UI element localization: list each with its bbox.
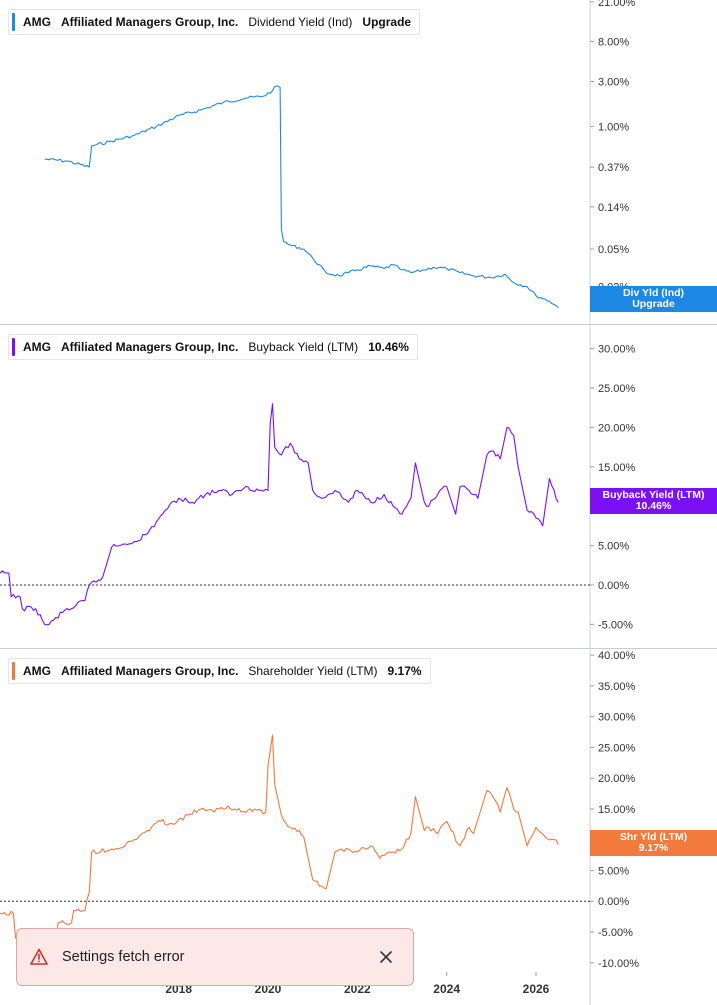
tag-line-value: Upgrade: [632, 298, 675, 310]
error-toast: Settings fetch error: [16, 928, 414, 986]
y-tick-label: 1.00%: [598, 121, 629, 133]
legend-buyback-yield[interactable]: AMG Affiliated Managers Group, Inc. Buyb…: [8, 334, 418, 360]
legend-color-swatch: [12, 338, 15, 356]
legend-ticker: AMG: [23, 664, 51, 678]
y-tick-label: 40.00%: [598, 650, 636, 662]
y-tick-label: 0.37%: [598, 162, 629, 174]
y-tick-label: 35.00%: [598, 681, 636, 693]
legend-metric: Buyback Yield (LTM): [248, 340, 359, 354]
legend-value: Upgrade: [362, 15, 412, 29]
last-value-tag-buyback: Buyback Yield (LTM) 10.46%: [590, 488, 717, 514]
tag-line-label: Div Yld (Ind): [622, 287, 685, 299]
series-line: [0, 403, 559, 626]
y-tick-label: 0.14%: [598, 202, 629, 214]
legend-value: 9.17%: [387, 664, 422, 678]
toast-message: Settings fetch error: [62, 949, 185, 965]
y-tick-label: -5.00%: [598, 619, 633, 631]
y-tick-label: 30.00%: [598, 712, 636, 724]
legend-ticker: AMG: [23, 15, 51, 29]
last-value-tag-dividend: Div Yld (Ind) Upgrade: [590, 286, 717, 312]
y-tick-label: 8.00%: [598, 36, 629, 48]
warning-triangle-icon: [30, 948, 48, 965]
last-value-tag-shareholder: Shr Yld (LTM) 9.17%: [590, 830, 717, 856]
close-icon: [380, 951, 392, 963]
y-tick-label: 25.00%: [598, 383, 636, 395]
y-tick-label: 0.00%: [598, 580, 629, 592]
y-tick-label: 5.00%: [598, 865, 629, 877]
legend-value: 10.46%: [368, 340, 409, 354]
y-tick-label: 5.00%: [598, 541, 629, 553]
y-tick-label: 30.00%: [598, 344, 636, 356]
y-tick-label: 15.00%: [598, 804, 636, 816]
y-tick-label: 20.00%: [598, 773, 636, 785]
y-tick-label: -5.00%: [598, 927, 633, 939]
x-tick-label: 2024: [433, 982, 460, 996]
y-tick-label: 0.00%: [598, 896, 629, 908]
legend-company: Affiliated Managers Group, Inc.: [61, 340, 239, 354]
legend-dividend-yield[interactable]: AMG Affiliated Managers Group, Inc. Divi…: [8, 9, 421, 35]
x-tick-label: 2026: [523, 982, 550, 996]
legend-metric: Shareholder Yield (LTM): [248, 664, 378, 678]
legend-color-swatch: [12, 13, 15, 31]
y-tick-label: 20.00%: [598, 422, 636, 434]
y-tick-label: 25.00%: [598, 742, 636, 754]
toast-close-button[interactable]: [371, 942, 401, 972]
legend-company: Affiliated Managers Group, Inc.: [61, 664, 239, 678]
legend-ticker: AMG: [23, 340, 51, 354]
series-line: [0, 734, 559, 959]
y-tick-label: 3.00%: [598, 77, 629, 89]
y-tick-label: 21.00%: [598, 0, 636, 9]
tag-line-value: 9.17%: [638, 842, 669, 854]
tag-line-label: Shr Yld (LTM): [619, 831, 688, 843]
legend-color-swatch: [12, 662, 15, 680]
legend-metric: Dividend Yield (Ind): [248, 15, 353, 29]
y-tick-label: 0.05%: [598, 244, 629, 256]
y-tick-label: -10.00%: [598, 958, 639, 970]
legend-shareholder-yield[interactable]: AMG Affiliated Managers Group, Inc. Shar…: [8, 658, 431, 684]
tag-line-label: Buyback Yield (LTM): [602, 489, 705, 501]
series-line: [44, 85, 559, 308]
y-tick-label: 15.00%: [598, 462, 636, 474]
tag-line-value: 10.46%: [635, 500, 672, 512]
legend-company: Affiliated Managers Group, Inc.: [61, 15, 239, 29]
